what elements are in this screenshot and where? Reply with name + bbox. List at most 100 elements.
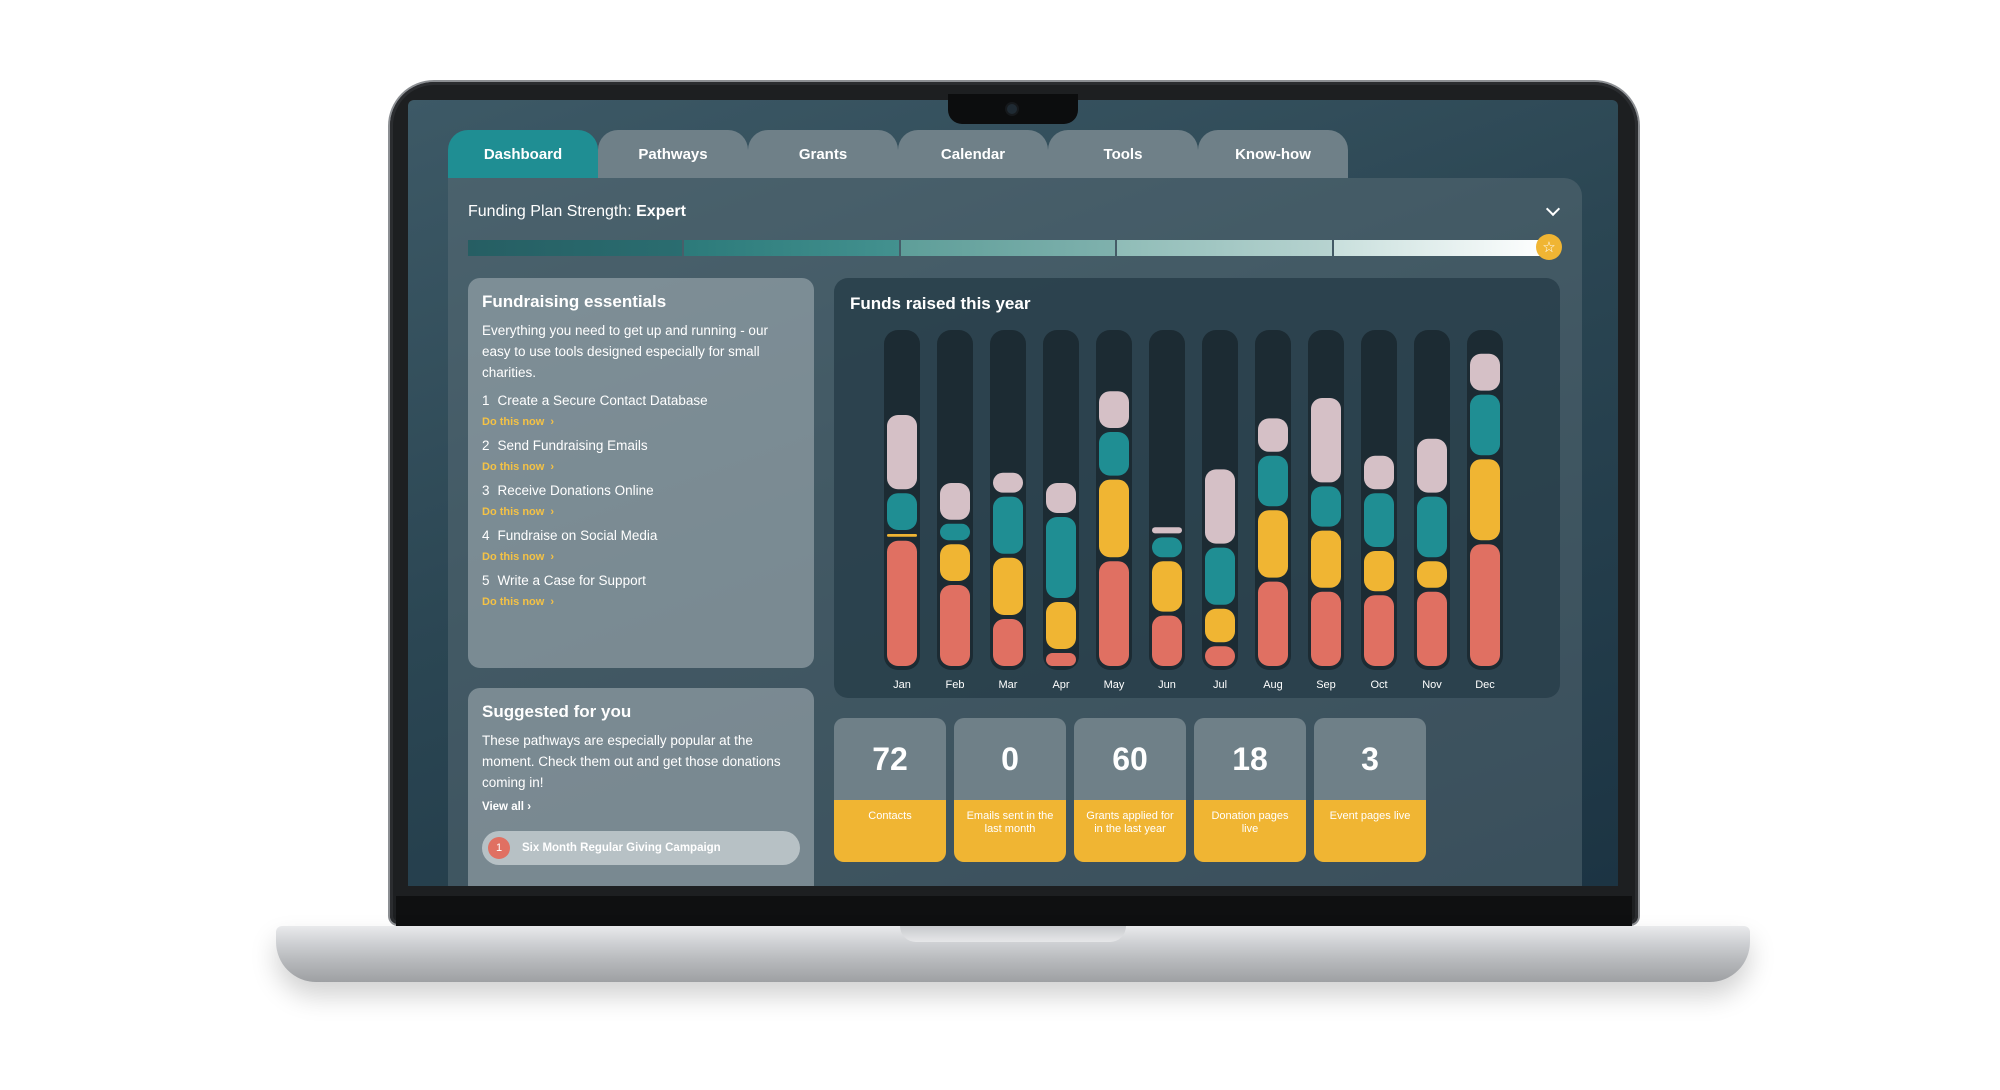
bar-segment[interactable] (1470, 353, 1500, 391)
bar-segment[interactable] (1311, 591, 1341, 666)
bar-segment[interactable] (1417, 496, 1447, 558)
bar-segment[interactable] (1205, 646, 1235, 666)
do-this-now-link[interactable]: Do this now › (482, 461, 800, 473)
bar-segment[interactable] (1046, 483, 1076, 513)
stat-label: Emails sent in the last month (954, 800, 1066, 862)
cta-label: Do this now (482, 416, 545, 428)
essentials-step: 5 Write a Case for Support (482, 573, 800, 588)
step-number: 1 (482, 393, 490, 408)
bar-segment[interactable] (1152, 527, 1182, 534)
bar-segment[interactable] (940, 585, 970, 666)
bar-segment[interactable] (1311, 530, 1341, 588)
bar-segment[interactable] (1258, 510, 1288, 578)
view-all-link[interactable]: View all › (482, 801, 800, 813)
funds-chart-card: Funds raised this year Jan Feb Mar Apr May Ju… (834, 278, 1560, 698)
stat-event-pages[interactable]: 3 Event pages live (1314, 718, 1426, 862)
bar-segment[interactable] (1152, 537, 1182, 558)
fundraising-essentials-card: Fundraising essentials Everything you ne… (468, 278, 814, 668)
bar-segment[interactable] (1470, 544, 1500, 666)
bar-segment[interactable] (1099, 561, 1129, 666)
stat-donation-pages[interactable]: 18 Donation pages live (1194, 718, 1306, 862)
chevron-right-icon: › (550, 416, 554, 428)
tab-know-how[interactable]: Know-how (1198, 130, 1348, 178)
bar-segment[interactable] (993, 619, 1023, 666)
stat-value: 3 (1314, 718, 1426, 800)
x-tick-label: Jan (893, 679, 911, 691)
stat-contacts[interactable]: 72 Contacts (834, 718, 946, 862)
cta-label: Do this now (482, 551, 545, 563)
bar-segment[interactable] (887, 534, 917, 537)
do-this-now-link[interactable]: Do this now › (482, 416, 800, 428)
step-number: 3 (482, 483, 490, 498)
bar-segment[interactable] (1311, 486, 1341, 527)
bar-segment[interactable] (1046, 602, 1076, 649)
bar-segment[interactable] (1417, 591, 1447, 666)
essentials-step: 2 Send Fundraising Emails (482, 438, 800, 453)
bar-segment[interactable] (1046, 653, 1076, 666)
do-this-now-link[interactable]: Do this now › (482, 551, 800, 563)
x-tick-label: May (1104, 679, 1125, 691)
bar-segment[interactable] (1205, 469, 1235, 544)
tab-dashboard[interactable]: Dashboard (448, 130, 598, 178)
bar-segment[interactable] (1046, 517, 1076, 598)
cta-label: Do this now (482, 506, 545, 518)
progress-segment (900, 240, 1116, 256)
essentials-step: 1 Create a Secure Contact Database (482, 393, 800, 408)
x-tick-label: Feb (946, 679, 965, 691)
chevron-right-icon: › (550, 461, 554, 473)
bar-segment[interactable] (993, 496, 1023, 554)
strength-value: Expert (636, 203, 686, 220)
bar-segment[interactable] (1205, 547, 1235, 605)
bar-segment[interactable] (1258, 581, 1288, 666)
suggested-pathway-item[interactable]: 1 Six Month Regular Giving Campaign (482, 831, 800, 865)
do-this-now-link[interactable]: Do this now › (482, 506, 800, 518)
essentials-step: 4 Fundraise on Social Media (482, 528, 800, 543)
bar-segment[interactable] (940, 523, 970, 541)
bar-segment[interactable] (1152, 615, 1182, 666)
tab-calendar[interactable]: Calendar (898, 130, 1048, 178)
bar-segment[interactable] (1417, 561, 1447, 588)
bar-segment[interactable] (993, 472, 1023, 493)
tab-pathways[interactable]: Pathways (598, 130, 748, 178)
bar-segment[interactable] (940, 483, 970, 520)
x-tick-label: Dec (1475, 679, 1495, 691)
stat-grants-applied[interactable]: 60 Grants applied for in the last year (1074, 718, 1186, 862)
bar-segment[interactable] (1258, 455, 1288, 507)
progress-segment (1333, 240, 1549, 256)
do-this-now-link[interactable]: Do this now › (482, 596, 800, 608)
view-all-label: View all (482, 801, 524, 813)
bar-segment[interactable] (1099, 432, 1129, 476)
bar-segment[interactable] (1470, 394, 1500, 456)
progress-segment (1117, 240, 1332, 256)
bar-segment[interactable] (887, 493, 917, 530)
bar-segment[interactable] (1417, 438, 1447, 493)
bar-segment[interactable] (1470, 459, 1500, 541)
stat-emails-sent[interactable]: 0 Emails sent in the last month (954, 718, 1066, 862)
bar-segment[interactable] (887, 540, 917, 666)
bar-segment[interactable] (1311, 398, 1341, 483)
bar-segment[interactable] (1205, 608, 1235, 643)
tab-tools[interactable]: Tools (1048, 130, 1198, 178)
pathway-label: Six Month Regular Giving Campaign (522, 842, 721, 854)
bar-segment[interactable] (1364, 551, 1394, 592)
bar-segment[interactable] (1364, 595, 1394, 666)
stat-label: Event pages live (1314, 800, 1426, 862)
stat-value: 72 (834, 718, 946, 800)
essentials-description: Everything you need to get up and runnin… (482, 323, 768, 380)
bar-segment[interactable] (1099, 391, 1129, 428)
stat-label: Donation pages live (1194, 800, 1306, 862)
chevron-down-icon[interactable] (1545, 201, 1561, 217)
step-label: Write a Case for Support (497, 573, 646, 588)
bar-segment[interactable] (1364, 455, 1394, 490)
bar-segment[interactable] (1258, 418, 1288, 452)
bar-segment[interactable] (887, 415, 917, 490)
bar-segment[interactable] (1099, 479, 1129, 558)
bar-segment[interactable] (1152, 561, 1182, 612)
bar-segment[interactable] (993, 557, 1023, 615)
stat-label: Contacts (834, 800, 946, 862)
step-number: 4 (482, 528, 490, 543)
tab-grants[interactable]: Grants (748, 130, 898, 178)
bar-segment[interactable] (1364, 493, 1394, 547)
bar-segment[interactable] (940, 544, 970, 581)
chevron-right-icon: › (527, 801, 532, 813)
